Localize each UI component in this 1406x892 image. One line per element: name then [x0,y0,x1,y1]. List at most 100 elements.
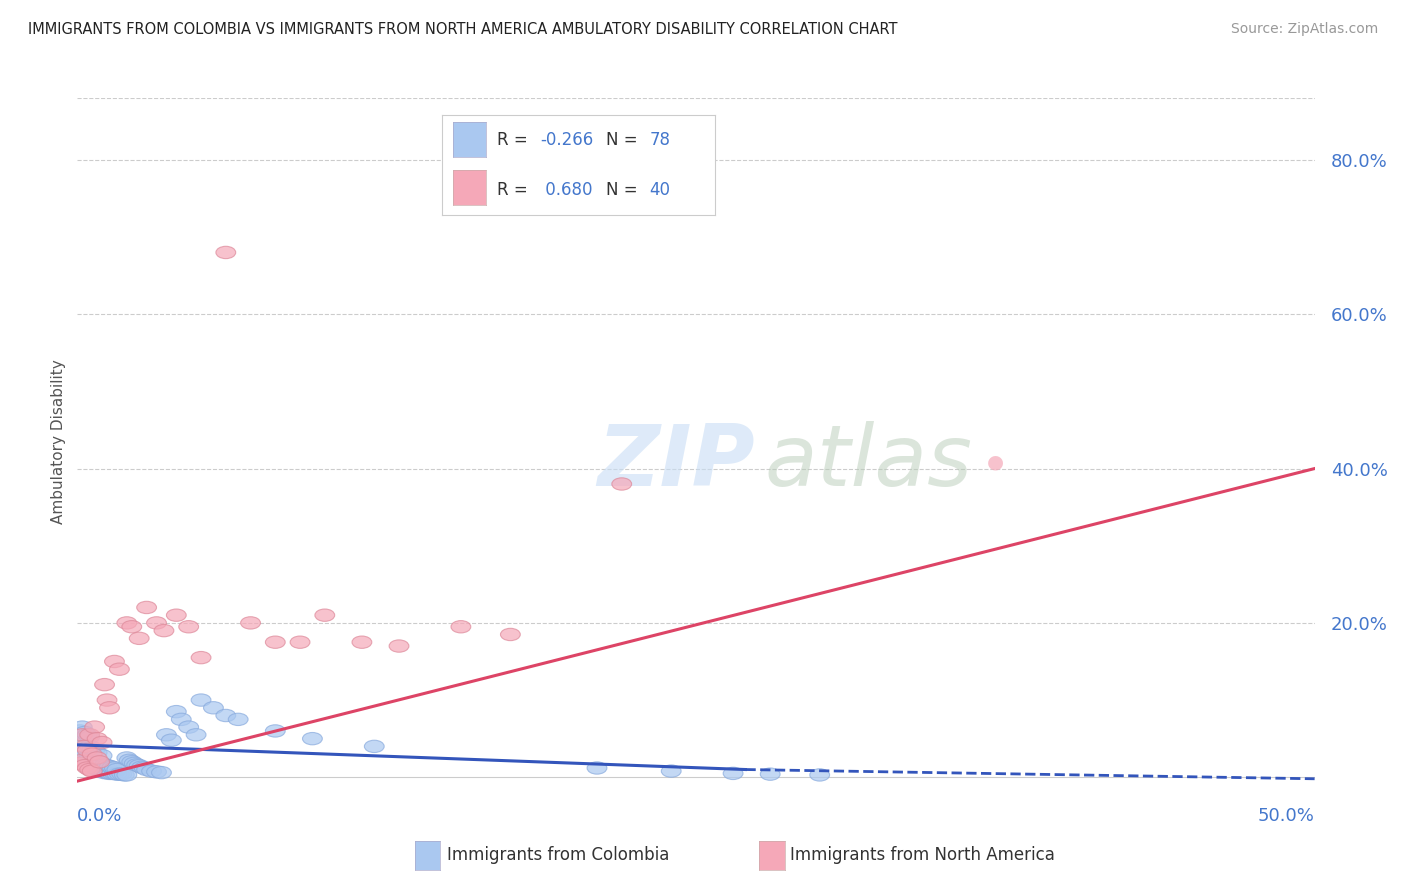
Ellipse shape [75,747,94,760]
Ellipse shape [146,616,166,629]
Ellipse shape [352,636,371,648]
Ellipse shape [661,765,681,777]
Ellipse shape [93,765,112,777]
Ellipse shape [77,744,97,756]
Ellipse shape [75,759,94,772]
Ellipse shape [129,759,149,772]
Ellipse shape [75,736,94,748]
Ellipse shape [72,721,93,733]
Ellipse shape [77,742,97,754]
Ellipse shape [83,747,103,760]
Ellipse shape [217,709,236,722]
Ellipse shape [124,757,145,770]
Ellipse shape [110,663,129,675]
Ellipse shape [84,762,104,774]
Ellipse shape [87,756,107,768]
Ellipse shape [302,732,322,745]
Ellipse shape [156,729,176,741]
Ellipse shape [72,732,93,745]
Ellipse shape [97,766,117,779]
Ellipse shape [723,767,742,780]
Text: ●: ● [987,452,1004,472]
Ellipse shape [142,765,162,777]
Ellipse shape [166,609,186,622]
Ellipse shape [72,744,93,756]
Ellipse shape [100,767,120,780]
Ellipse shape [761,768,780,780]
Ellipse shape [94,679,114,690]
Text: Source: ZipAtlas.com: Source: ZipAtlas.com [1230,22,1378,37]
Ellipse shape [94,766,114,779]
Ellipse shape [266,725,285,737]
Ellipse shape [107,764,127,776]
Ellipse shape [240,616,260,629]
Ellipse shape [100,702,120,714]
Ellipse shape [104,762,124,774]
Ellipse shape [90,757,110,770]
Ellipse shape [100,760,120,772]
Ellipse shape [110,768,129,780]
Ellipse shape [810,769,830,781]
Ellipse shape [75,740,94,753]
Ellipse shape [104,656,124,667]
Ellipse shape [84,744,104,756]
Text: IMMIGRANTS FROM COLOMBIA VS IMMIGRANTS FROM NORTH AMERICA AMBULATORY DISABILITY : IMMIGRANTS FROM COLOMBIA VS IMMIGRANTS F… [28,22,897,37]
Ellipse shape [83,759,103,772]
Ellipse shape [129,632,149,645]
Ellipse shape [117,616,136,629]
Ellipse shape [84,721,104,733]
Ellipse shape [94,759,114,771]
Ellipse shape [77,729,97,741]
Ellipse shape [72,754,93,766]
Ellipse shape [70,747,90,760]
Ellipse shape [103,761,122,773]
Text: ZIP: ZIP [598,421,755,504]
Ellipse shape [93,749,112,762]
Ellipse shape [162,734,181,747]
Ellipse shape [588,762,607,774]
Ellipse shape [80,740,100,753]
Ellipse shape [117,752,136,764]
Ellipse shape [83,765,103,777]
Ellipse shape [114,769,134,781]
Ellipse shape [186,729,207,741]
Ellipse shape [104,767,124,780]
Text: atlas: atlas [763,421,972,504]
Text: 50.0%: 50.0% [1258,807,1315,825]
Ellipse shape [77,762,97,774]
Ellipse shape [84,754,104,766]
Ellipse shape [83,742,103,754]
Ellipse shape [83,752,103,764]
Ellipse shape [166,706,186,718]
Ellipse shape [80,731,100,743]
Ellipse shape [70,725,90,737]
Ellipse shape [93,736,112,748]
Ellipse shape [152,766,172,779]
Ellipse shape [87,732,107,745]
Ellipse shape [204,702,224,714]
Ellipse shape [266,636,285,648]
Ellipse shape [451,621,471,633]
Ellipse shape [120,754,139,766]
Ellipse shape [191,651,211,664]
Ellipse shape [191,694,211,706]
Ellipse shape [364,740,384,753]
Ellipse shape [228,714,247,725]
Ellipse shape [501,628,520,640]
Ellipse shape [77,754,97,766]
Text: Immigrants from North America: Immigrants from North America [790,847,1054,864]
Ellipse shape [155,624,174,637]
Ellipse shape [75,756,94,768]
Ellipse shape [112,768,132,780]
Ellipse shape [97,694,117,706]
Ellipse shape [146,765,166,778]
Ellipse shape [389,640,409,652]
Ellipse shape [179,721,198,733]
Ellipse shape [217,246,236,259]
Ellipse shape [97,759,117,772]
Ellipse shape [134,762,155,774]
Ellipse shape [75,726,94,739]
Ellipse shape [172,714,191,725]
Ellipse shape [70,757,90,770]
Ellipse shape [80,749,100,762]
